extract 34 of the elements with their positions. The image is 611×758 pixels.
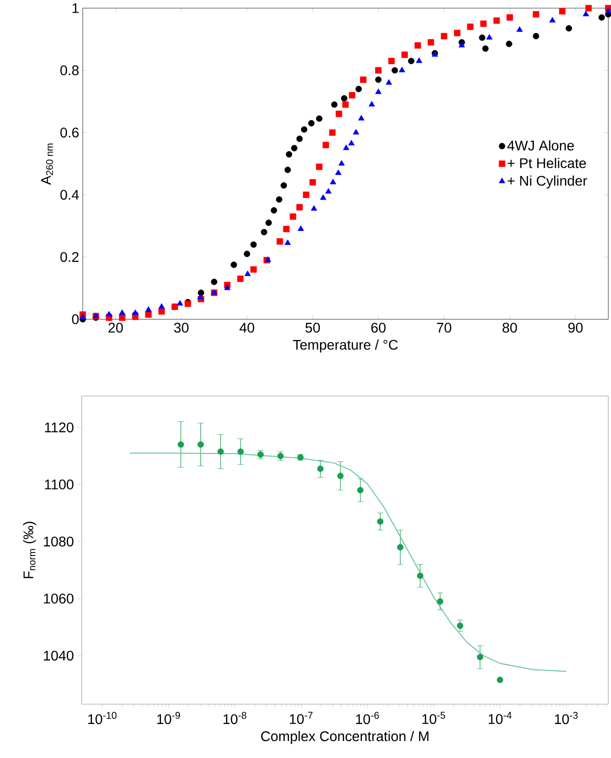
x-tick-label: 70 [436, 322, 452, 333]
x-tick-label: 60 [371, 322, 386, 333]
x-tick-label: 90 [568, 322, 583, 333]
x-tick-label: 10$^{-8}$ [223, 712, 246, 724]
y-tick-label: 0.4 [60, 190, 79, 200]
y-tick-label: 1 [72, 3, 78, 13]
y-tick-label: 0.2 [60, 252, 78, 262]
y-tick-label: 0.8 [60, 65, 79, 76]
y-tick-label: 1100 [44, 480, 74, 490]
x-tick-label: 20 [108, 322, 123, 333]
x-axis-title: Temperature / °C [292, 339, 398, 353]
x-tick-label: 30 [174, 322, 188, 333]
legend-label: + Ni Cylinder [508, 175, 587, 188]
legend-label: + Pt Helicate [508, 158, 586, 168]
y-axis-title: F$_{norm}$ (‰) [22, 522, 36, 578]
x-tick-label: 80 [502, 322, 517, 333]
x-axis-title: Complex Concentration / M [261, 730, 428, 744]
x-tick-label: 10$^{-10}$ [88, 712, 116, 724]
x-tick-label: 40 [239, 322, 254, 333]
y-tick-label: 1120 [44, 422, 74, 432]
x-tick-label: 10$^{-9}$ [157, 712, 180, 724]
y-tick-label: 1060 [44, 594, 74, 604]
legend-label: 4WJ Alone [507, 140, 574, 151]
x-tick-label: 10$^{-6}$ [356, 712, 379, 724]
y-tick-label: 1040 [44, 650, 74, 661]
x-tick-label: 10$^{-7}$ [290, 712, 312, 724]
y-tick-label: 0.6 [60, 128, 78, 138]
y-axis-title: A$_{260 nm}$ [41, 144, 53, 185]
y-tick-label: 0 [72, 314, 79, 324]
y-tick-label: 1080 [44, 536, 74, 546]
x-tick-label: 50 [305, 322, 320, 333]
x-tick-label: 10$^{-5}$ [422, 712, 446, 724]
x-tick-label: 10$^{-4}$ [488, 712, 512, 724]
x-tick-label: 10$^{-3}$ [554, 712, 578, 724]
